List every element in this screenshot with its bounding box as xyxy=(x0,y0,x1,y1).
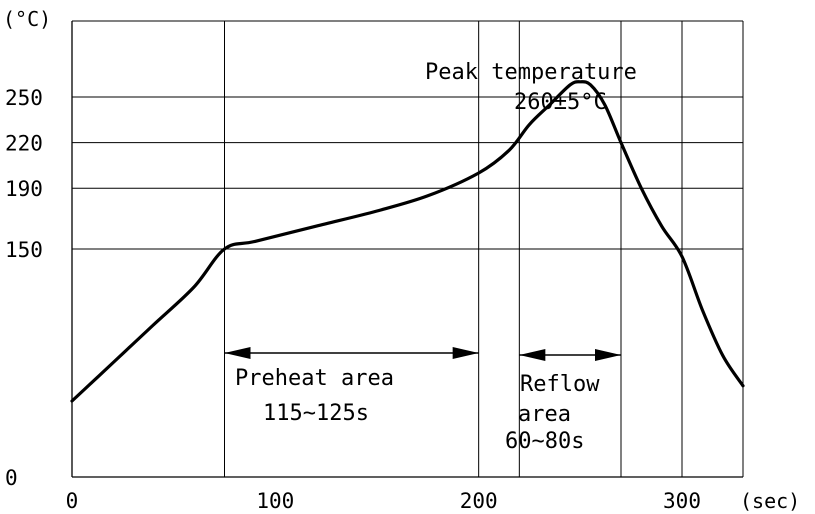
duration-arrows xyxy=(224,347,621,361)
preheat-arrow xyxy=(224,347,479,359)
y-axis-unit: (°C) xyxy=(3,7,51,31)
peak-label: Peak temperature xyxy=(425,60,637,85)
x-tick-label-0: 0 xyxy=(66,489,79,513)
y-tick-label-190: 190 xyxy=(5,177,43,201)
x-axis-unit: (sec) xyxy=(740,489,800,513)
x-tick-label-300: 300 xyxy=(663,489,701,513)
y-tick-label-0: 0 xyxy=(5,466,18,490)
reflow-time: 60~80s xyxy=(505,429,584,454)
reflow-area-label: area xyxy=(518,402,571,427)
temperature-curve xyxy=(70,80,745,403)
y-tick-label-250: 250 xyxy=(5,86,43,110)
tick-labels: 0 150 190 220 250 0 100 200 300 xyxy=(5,86,701,513)
x-tick-label-200: 200 xyxy=(460,489,498,513)
y-tick-label-150: 150 xyxy=(5,238,43,262)
reflow-label: Reflow xyxy=(520,372,600,397)
peak-value: 260±5°C xyxy=(514,90,607,115)
grid xyxy=(72,20,744,477)
y-tick-label-220: 220 xyxy=(5,132,43,156)
preheat-time: 115~125s xyxy=(263,401,369,426)
preheat-label: Preheat area xyxy=(235,366,394,391)
reflow-arrow xyxy=(519,349,621,361)
x-tick-label-100: 100 xyxy=(256,489,294,513)
